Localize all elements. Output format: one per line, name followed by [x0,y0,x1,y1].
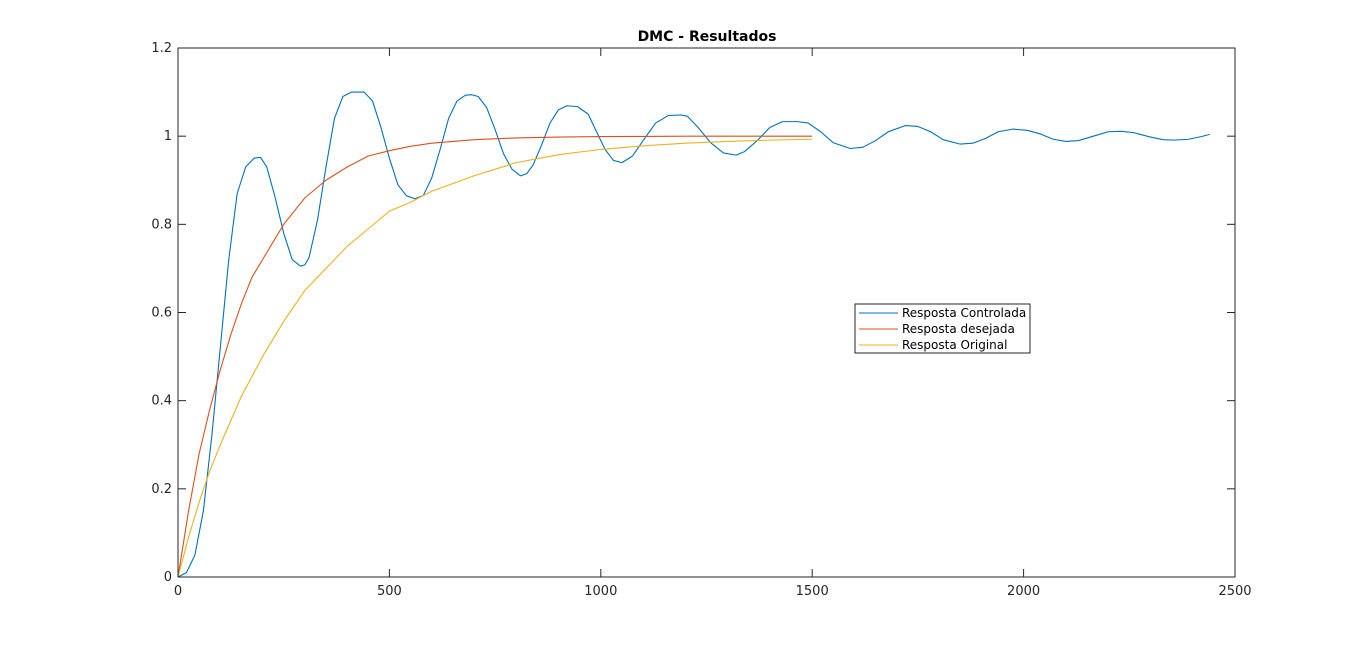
legend-label-1: Resposta Controlada [902,306,1026,320]
y-tick-label: 0.2 [151,482,172,497]
series-line-2 [177,135,813,578]
y-tick-label: 1.2 [151,41,172,56]
legend-label-2: Resposta desejada [902,322,1015,336]
legend-label-3: Resposta Original [902,338,1007,352]
y-tick-label: 0 [164,570,172,585]
legend: Resposta Controlada Resposta desejada Resp… [854,303,1031,354]
y-tick-label: 0.8 [151,217,172,232]
y-tick-label: 1 [164,129,172,144]
x-tick-label: 2500 [1218,584,1251,599]
series-line-1 [177,91,1210,578]
y-tick-label: 0.6 [151,306,172,321]
axes-box [177,47,1236,578]
x-tick-label: 1000 [584,584,617,599]
chart-title: DMC - Resultados [638,29,777,45]
x-tick-label: 1500 [796,584,829,599]
ticks-layer: 0 500 1000 1500 2000 2500 0 0.2 0.4 0.6 0.8 1 1.2 [151,41,1251,599]
series-line-3 [177,138,813,578]
y-tick-label: 0.4 [151,394,172,409]
x-tick-label: 0 [174,584,182,599]
legend-entries: Resposta Controlada Resposta desejada Resp… [859,306,1026,352]
plot-layer [177,91,1210,578]
x-tick-label: 2000 [1007,584,1040,599]
x-tick-label: 500 [377,584,402,599]
